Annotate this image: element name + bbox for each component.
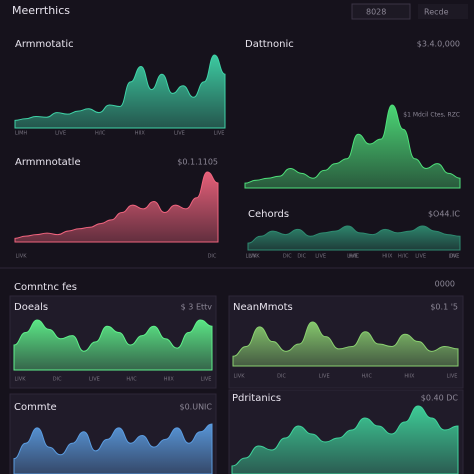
panel-value: $0.40 DC <box>421 394 459 403</box>
area <box>13 423 213 474</box>
x-label: LIVE <box>89 377 100 383</box>
area <box>244 104 461 189</box>
x-label: DIC <box>297 254 306 260</box>
panel-value: $0.UNIC <box>179 403 212 412</box>
panel-title: Dattnonic <box>245 39 294 50</box>
area <box>232 321 459 367</box>
x-label: DIC <box>208 254 217 260</box>
x-label: H/IC <box>362 374 373 380</box>
section-value: 0000 <box>435 280 455 289</box>
panel-value: $3.4.0,000 <box>417 40 460 49</box>
panel-title: Pdritanics <box>232 393 281 404</box>
x-label: HIIX <box>135 131 146 137</box>
x-label: LIVE <box>449 254 460 260</box>
x-label: LIVE <box>319 374 330 380</box>
x-label: DIC <box>283 254 292 260</box>
x-label: LIVK <box>15 377 27 383</box>
panel-value: $ 3 Ettv <box>181 303 213 312</box>
x-label: LIVK <box>249 254 261 260</box>
x-label: LIVK <box>234 374 246 380</box>
x-label: LIVE <box>415 254 426 260</box>
area <box>231 405 459 474</box>
app-title: Meerrthics <box>12 4 70 17</box>
x-label: HIIX <box>404 374 415 380</box>
search-box[interactable] <box>351 3 411 20</box>
x-label: LIVK <box>16 254 28 260</box>
area <box>247 225 461 251</box>
x-label: DIC <box>53 377 62 383</box>
area <box>14 171 219 243</box>
x-label: LIVE <box>201 377 212 383</box>
x-label: LIMH <box>15 131 28 137</box>
x-label: HIIX <box>382 254 393 260</box>
x-label: LIVE <box>315 254 326 260</box>
x-label: H/IC <box>398 254 409 260</box>
dropdown[interactable] <box>418 4 468 19</box>
area <box>14 54 226 129</box>
x-label: LIVE <box>174 131 185 137</box>
x-label: LIVE <box>347 254 358 260</box>
panel-value: $0.1.1105 <box>177 158 218 167</box>
x-label: LIVE <box>447 374 458 380</box>
section-title: Comntnc fes <box>14 282 77 293</box>
x-label: DIC <box>277 374 286 380</box>
panel-title: Armmotatic <box>15 39 74 50</box>
panel-title: NeanMmots <box>233 302 293 313</box>
x-label: H/IC <box>95 131 106 137</box>
x-label: H/IC <box>349 254 360 260</box>
panel-title: Commte <box>14 402 57 413</box>
panel-value: $O44.IC <box>428 210 460 219</box>
panel-title: Armmnotatle <box>15 157 81 168</box>
search-text: 8028 <box>366 8 386 17</box>
x-label: LIVE <box>214 131 225 137</box>
x-label: HIIX <box>164 377 175 383</box>
x-label: DIC <box>450 254 459 260</box>
x-label: LIVE <box>55 131 66 137</box>
x-label: LIVK <box>246 254 258 260</box>
x-label: H/IC <box>126 377 137 383</box>
panel-value: $0.1 '5 <box>430 303 458 312</box>
area <box>13 319 213 371</box>
panel-title: Doeals <box>14 302 48 313</box>
panel-subtitle: $1 Mdcil Ctes, RZC <box>403 112 460 119</box>
panel-title: Cehords <box>248 209 289 220</box>
dropdown-text: Recde <box>424 8 449 17</box>
